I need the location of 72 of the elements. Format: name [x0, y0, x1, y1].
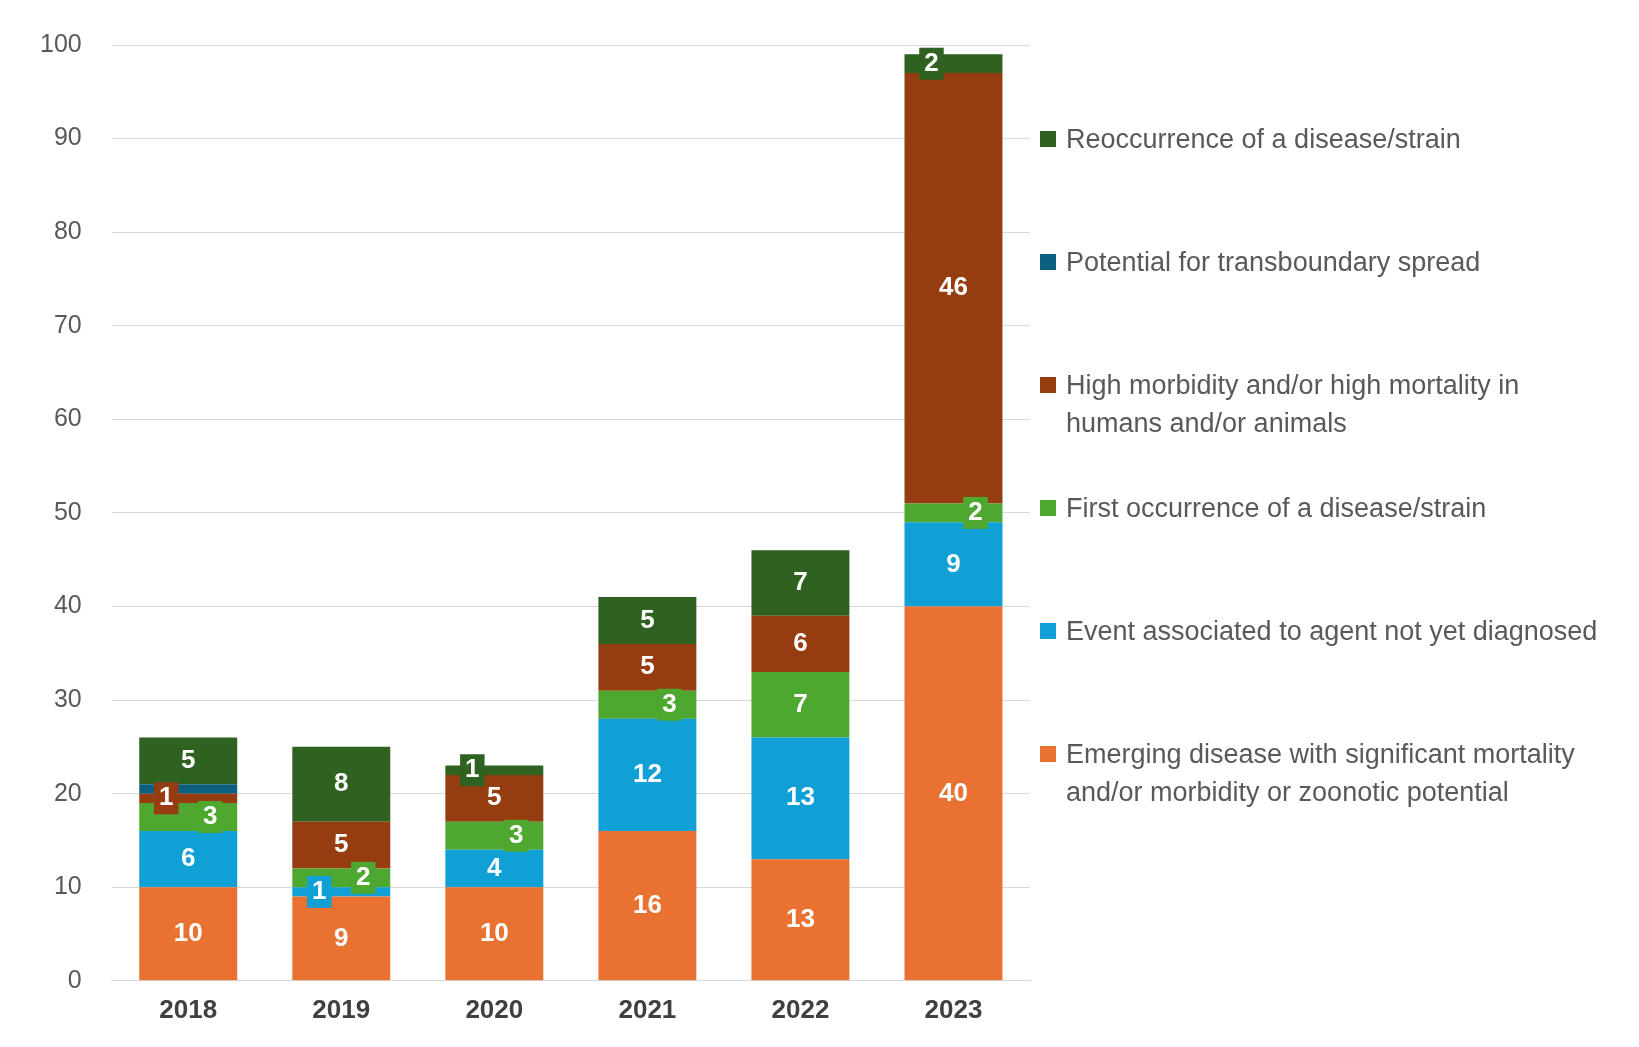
legend-label: Reoccurrence of a disease/strain	[1066, 123, 1461, 156]
y-tick-label: 60	[53, 403, 82, 432]
x-tick-label: 2021	[618, 993, 677, 1024]
data-label: 7	[793, 687, 808, 718]
data-label: 13	[785, 781, 815, 812]
data-label: 2	[924, 46, 939, 77]
bar	[139, 887, 238, 981]
bar	[445, 849, 544, 888]
data-label: 5	[334, 828, 349, 859]
legend-label: Event associated to agent not yet diagnosed	[1066, 615, 1598, 648]
data-label: 3	[203, 800, 218, 831]
legend-label: Emerging disease with significant mortality and/or morbidity or zoonotic potential	[1066, 738, 1576, 809]
data-label: 2	[968, 496, 983, 527]
data-label: 9	[946, 547, 961, 578]
y-tick-label: 80	[53, 216, 82, 245]
y-tick-label: 0	[67, 964, 82, 993]
y-tick-label: 10	[53, 871, 82, 900]
x-tick-label: 2022	[771, 993, 830, 1024]
x-tick-label: 2018	[159, 993, 218, 1024]
bar	[292, 821, 391, 869]
bar	[598, 643, 697, 691]
data-label: 5	[487, 781, 502, 812]
data-label: 46	[939, 271, 968, 302]
bar	[292, 746, 391, 822]
bar	[751, 615, 850, 672]
x-tick-label: 2019	[312, 993, 371, 1024]
bar	[598, 597, 697, 644]
data-label: 3	[509, 818, 524, 849]
y-tick-label: 90	[53, 122, 82, 151]
bar	[139, 831, 238, 888]
data-label: 1	[312, 875, 327, 906]
bar	[751, 550, 850, 616]
y-tick-label: 100	[39, 28, 82, 57]
data-label: 1	[465, 753, 480, 784]
data-label: 10	[173, 916, 203, 947]
y-tick-label: 70	[53, 309, 82, 338]
y-tick-label: 50	[53, 496, 82, 525]
data-label: 2	[356, 861, 371, 892]
data-label: 10	[479, 916, 509, 947]
bar	[598, 831, 697, 981]
bar	[139, 737, 238, 785]
bar	[598, 718, 697, 832]
data-label: 5	[640, 650, 655, 681]
data-label: 6	[181, 842, 196, 873]
data-label: 5	[181, 744, 196, 775]
data-label: 4	[487, 851, 503, 882]
data-label: 7	[793, 566, 808, 597]
data-label: 13	[785, 902, 815, 933]
legend-label: Potential for transboundary spread	[1066, 246, 1481, 279]
bar	[904, 522, 1003, 607]
data-label: 5	[640, 603, 655, 634]
legend-label: High morbidity and/or high mortality in humans and/or animals	[1066, 369, 1521, 440]
y-tick-label: 20	[53, 777, 82, 806]
y-tick-label: 30	[53, 683, 82, 712]
data-label: 3	[662, 687, 677, 718]
legend-label: First occurrence of a disease/strain	[1066, 492, 1487, 525]
data-label: 1	[159, 781, 174, 812]
data-label: 9	[334, 921, 349, 952]
bar	[445, 887, 544, 981]
bar	[751, 671, 850, 738]
bar	[751, 737, 850, 860]
data-label: 16	[632, 888, 662, 919]
x-tick-label: 2023	[924, 993, 983, 1024]
data-label: 40	[939, 776, 968, 807]
data-label: 12	[632, 758, 662, 789]
data-label: 6	[793, 627, 808, 658]
x-tick-label: 2020	[465, 993, 524, 1024]
bar	[904, 606, 1003, 981]
bar	[751, 859, 850, 981]
y-tick-label: 40	[53, 590, 82, 619]
bar	[904, 73, 1003, 504]
data-label: 8	[334, 767, 349, 798]
